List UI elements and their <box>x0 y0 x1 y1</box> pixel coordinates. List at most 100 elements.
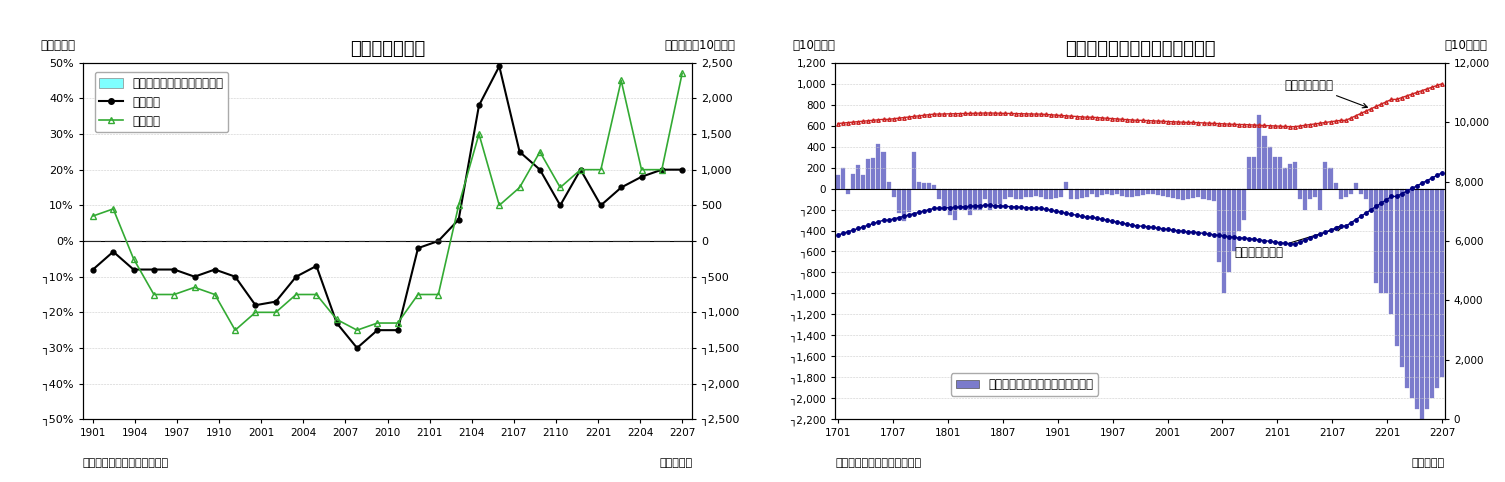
Bar <box>1135 188 1139 196</box>
Bar <box>1227 188 1231 272</box>
Bar <box>1064 182 1069 188</box>
Bar <box>1044 188 1047 199</box>
Bar <box>1338 188 1342 199</box>
Bar <box>1273 157 1276 188</box>
Bar <box>1263 136 1267 188</box>
Legend: 貳易収支（季節調整値，左目盛）: 貳易収支（季節調整値，左目盛） <box>951 373 1099 396</box>
Bar <box>1100 188 1105 195</box>
Bar <box>1023 188 1028 197</box>
Bar <box>1282 168 1287 188</box>
Text: （前年差、10億円）: （前年差、10億円） <box>664 39 734 52</box>
Bar <box>1364 188 1368 199</box>
Bar <box>972 188 977 210</box>
Bar <box>953 188 957 220</box>
Text: 輸出（右目盛）: 輸出（右目盛） <box>1234 227 1342 259</box>
Bar <box>1354 183 1358 188</box>
Bar <box>1034 188 1038 196</box>
Bar <box>957 188 962 207</box>
Bar <box>1054 188 1058 198</box>
Bar <box>1201 188 1206 199</box>
Bar <box>1415 188 1419 409</box>
Bar <box>948 188 951 215</box>
Bar <box>1252 157 1257 188</box>
Bar <box>923 183 926 188</box>
Legend: 貳易収支・前年差（右目盛）, 輸出金額, 輸入金額: 貳易収支・前年差（右目盛）, 輸出金額, 輸入金額 <box>95 72 229 133</box>
Bar <box>917 182 921 188</box>
Bar <box>1171 188 1175 198</box>
Bar <box>1436 188 1439 388</box>
Bar <box>927 183 932 188</box>
Bar <box>1196 188 1201 197</box>
Bar <box>1233 188 1236 252</box>
Bar <box>1329 168 1332 188</box>
Bar <box>993 188 998 204</box>
Bar <box>1237 188 1242 230</box>
Text: （前年比）: （前年比） <box>41 39 75 52</box>
Bar <box>1248 157 1251 188</box>
Bar <box>978 188 983 210</box>
Bar <box>1105 188 1109 194</box>
Bar <box>1212 188 1216 201</box>
Bar <box>1126 188 1129 197</box>
Bar <box>1222 188 1227 294</box>
Bar <box>998 188 1002 204</box>
Bar <box>963 188 966 210</box>
Bar <box>861 175 865 188</box>
Bar <box>841 168 844 188</box>
Bar <box>850 174 855 188</box>
Bar <box>968 188 972 215</box>
Bar <box>897 188 901 213</box>
Bar <box>867 159 870 188</box>
Bar <box>1120 188 1124 196</box>
Bar <box>1192 188 1195 198</box>
Bar <box>1410 188 1413 398</box>
Title: 貳易収支（季節調整値）の推移: 貳易収支（季節調整値）の推移 <box>1066 40 1216 58</box>
Bar <box>1160 188 1165 196</box>
Bar <box>1389 188 1394 314</box>
Bar <box>1111 188 1114 195</box>
Text: （年・月）: （年・月） <box>1412 458 1445 468</box>
Bar <box>1079 188 1084 198</box>
Bar <box>1278 157 1282 188</box>
Bar <box>901 188 906 221</box>
Bar <box>1323 162 1327 188</box>
Bar <box>989 188 992 210</box>
Text: （資料）財務省「貳易統計」: （資料）財務省「貳易統計」 <box>83 458 169 468</box>
Bar <box>1379 188 1383 294</box>
Bar <box>942 188 947 210</box>
Bar <box>1085 188 1088 197</box>
Bar <box>1425 188 1430 409</box>
Bar <box>1303 188 1308 210</box>
Bar <box>1267 147 1272 188</box>
Bar <box>1141 188 1145 195</box>
Bar <box>891 188 895 197</box>
Bar <box>1404 188 1409 388</box>
Bar <box>882 152 885 188</box>
Text: （年・月）: （年・月） <box>659 458 692 468</box>
Bar <box>932 186 936 188</box>
Bar <box>1019 188 1023 199</box>
Bar <box>1029 188 1032 197</box>
Bar <box>938 188 942 199</box>
Bar <box>1013 188 1017 199</box>
Bar <box>1344 188 1348 197</box>
Bar <box>1049 188 1054 199</box>
Bar <box>1385 188 1389 294</box>
Bar <box>1145 188 1150 194</box>
Bar <box>1318 188 1323 210</box>
Bar <box>1257 115 1261 188</box>
Bar <box>1430 188 1434 398</box>
Bar <box>1038 188 1043 197</box>
Bar <box>1242 188 1246 220</box>
Text: （資料）財務省「貳易統計」: （資料）財務省「貳易統計」 <box>835 458 921 468</box>
Bar <box>835 175 840 188</box>
Bar <box>1008 188 1013 197</box>
Bar <box>912 152 917 188</box>
Bar <box>1333 183 1338 188</box>
Bar <box>1181 188 1186 200</box>
Bar <box>1207 188 1210 200</box>
Bar <box>1094 188 1099 197</box>
Bar <box>1130 188 1135 197</box>
Bar <box>1060 188 1064 197</box>
Bar <box>871 158 876 188</box>
